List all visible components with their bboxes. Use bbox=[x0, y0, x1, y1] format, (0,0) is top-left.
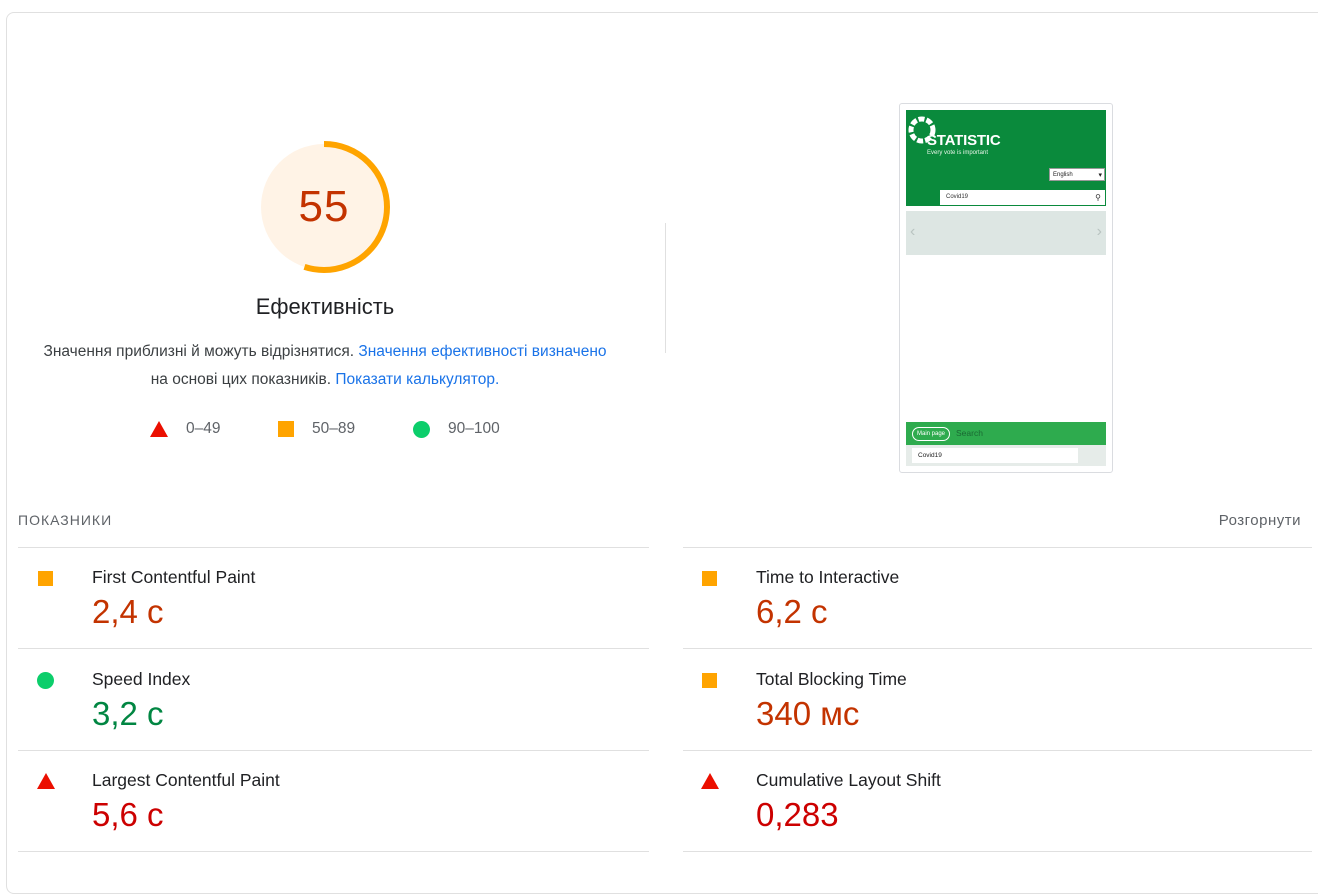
metric-value: 6,2 с bbox=[756, 593, 828, 630]
square-icon bbox=[701, 570, 717, 586]
site-header: STATISTIC Every vote is important Englis… bbox=[906, 110, 1106, 206]
metrics-header: ПОКАЗНИКИ bbox=[18, 512, 113, 528]
page-screenshot[interactable]: STATISTIC Every vote is important Englis… bbox=[899, 103, 1113, 473]
circle-icon bbox=[37, 672, 54, 689]
divider bbox=[683, 648, 1312, 649]
divider bbox=[18, 547, 649, 548]
language-select: English ▾ bbox=[1049, 168, 1105, 181]
metric-label: Speed Index bbox=[92, 669, 191, 689]
metric-value: 2,4 с bbox=[92, 593, 164, 630]
divider bbox=[18, 648, 649, 649]
metric-label: Time to Interactive bbox=[756, 567, 900, 587]
metric-label: First Contentful Paint bbox=[92, 567, 256, 587]
site-search-value: Covid19 bbox=[946, 194, 969, 200]
metric-label: Total Blocking Time bbox=[756, 669, 907, 689]
category-title: Ефективність bbox=[255, 294, 395, 319]
divider bbox=[683, 750, 1312, 751]
description-text: Значення приблизні й можуть відрізнятися… bbox=[43, 343, 355, 360]
score-legend: 0–49 50–89 90–100 bbox=[0, 420, 650, 440]
circle-icon bbox=[413, 420, 430, 438]
chevron-right-icon: › bbox=[1096, 223, 1102, 240]
legend-item-fail: 0–49 bbox=[150, 420, 220, 438]
metric-value: 5,6 с bbox=[92, 796, 164, 833]
search-bar-section: Main page Search bbox=[906, 422, 1106, 445]
show-calculator-link[interactable]: Показати калькулятор. bbox=[335, 371, 500, 388]
metric-value: 340 мс bbox=[756, 695, 860, 732]
square-icon bbox=[278, 421, 294, 437]
performance-gauge: 55 bbox=[257, 140, 391, 274]
image-slider: ‹ › bbox=[906, 211, 1106, 255]
metric-largest-contentful-paint: Largest Contentful Paint 5,6 с bbox=[37, 766, 637, 866]
legend-item-pass: 90–100 bbox=[413, 420, 500, 438]
chevron-left-icon: ‹ bbox=[910, 223, 916, 240]
search-icon: ⚲ bbox=[1095, 193, 1101, 202]
legend-item-average: 50–89 bbox=[278, 420, 355, 438]
main-page-button: Main page bbox=[912, 427, 951, 441]
site-title: STATISTIC bbox=[927, 132, 1001, 149]
metric-first-contentful-paint: First Contentful Paint 2,4 с bbox=[37, 563, 637, 663]
site-tagline: Every vote is important bbox=[927, 150, 989, 156]
metric-value: 0,283 bbox=[756, 796, 839, 833]
triangle-icon bbox=[37, 773, 55, 789]
metric-label: Largest Contentful Paint bbox=[92, 770, 280, 790]
divider bbox=[18, 750, 649, 751]
description-text: на основі цих показників. bbox=[150, 371, 332, 388]
square-icon bbox=[701, 672, 717, 688]
language-value: English bbox=[1053, 172, 1073, 178]
chevron-down-icon: ▾ bbox=[1098, 172, 1102, 179]
bottom-search-input: Covid19 bbox=[912, 448, 1078, 463]
metric-value: 3,2 с bbox=[92, 695, 164, 732]
expand-toggle[interactable]: Розгорнути bbox=[1218, 512, 1301, 529]
screenshot-content: STATISTIC Every vote is important Englis… bbox=[906, 110, 1106, 466]
metric-total-blocking-time: Total Blocking Time 340 мс bbox=[701, 665, 1301, 765]
metric-time-to-interactive: Time to Interactive 6,2 с bbox=[701, 563, 1301, 663]
search-heading: Search bbox=[956, 428, 983, 438]
score-weighting-link[interactable]: Значення ефективності визначено bbox=[358, 343, 607, 360]
site-search-field: Covid19 ⚲ bbox=[940, 190, 1105, 205]
score-description: Значення приблизні й можуть відрізнятися… bbox=[40, 338, 610, 394]
square-icon bbox=[37, 570, 53, 586]
divider bbox=[683, 547, 1312, 548]
gauge-ring bbox=[258, 141, 390, 273]
legend-label: 90–100 bbox=[448, 420, 500, 437]
triangle-icon bbox=[701, 773, 719, 789]
metric-label: Cumulative Layout Shift bbox=[756, 770, 941, 790]
metric-cumulative-layout-shift: Cumulative Layout Shift 0,283 bbox=[701, 766, 1301, 866]
legend-label: 50–89 bbox=[312, 420, 356, 437]
site-logo-icon bbox=[908, 116, 936, 144]
vertical-divider bbox=[665, 223, 666, 353]
bottom-search-row: Covid19 bbox=[906, 445, 1106, 466]
divider bbox=[683, 851, 1312, 852]
performance-score: 55 bbox=[298, 182, 350, 231]
divider bbox=[18, 851, 649, 852]
triangle-icon bbox=[150, 421, 168, 437]
metric-speed-index: Speed Index 3,2 с bbox=[37, 665, 637, 765]
legend-label: 0–49 bbox=[186, 420, 221, 437]
